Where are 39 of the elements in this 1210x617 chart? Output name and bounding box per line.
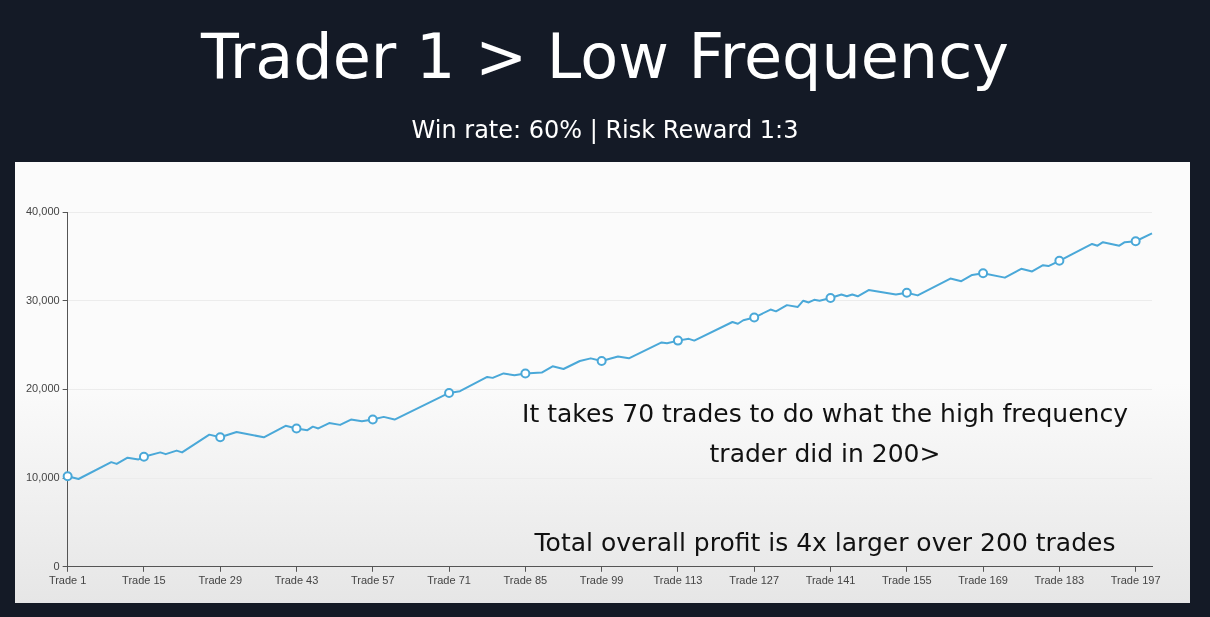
x-tick-label: Trade 43	[274, 574, 319, 587]
point	[215, 432, 226, 443]
x-tick-label: Trade 127	[729, 574, 780, 587]
point	[596, 356, 607, 367]
y-tick-label: 10,000	[25, 471, 60, 484]
point	[749, 312, 760, 323]
point	[367, 414, 378, 425]
x-tick-label: Trade 15	[122, 574, 166, 587]
point	[291, 423, 302, 434]
chart-subtitle: Win rate: 60% | Risk Reward 1:3	[410, 116, 800, 144]
x-tick-label: Trade 57	[350, 574, 395, 587]
point	[138, 451, 149, 462]
x-tick-label: Trade 197	[1110, 574, 1161, 587]
point	[1054, 255, 1065, 266]
point	[444, 387, 455, 398]
point	[520, 368, 531, 379]
point	[672, 335, 683, 346]
x-tick-label: Trade 1	[48, 574, 87, 587]
x-tick-label: Trade 169	[958, 574, 1008, 587]
x-tick-label: Trade 71	[427, 574, 471, 587]
y-tick-label: 40,000	[25, 205, 60, 218]
annotation: It takes 70 trades to do what the high frequency trader did in 200>	[522, 398, 1129, 468]
x-tick-label: Trade 183	[1034, 574, 1085, 587]
x-tick-label: Trade 113	[653, 574, 703, 587]
point	[978, 268, 989, 279]
x-tick-label: Trade 155	[881, 574, 932, 587]
y-tick-label: 30,000	[25, 293, 60, 306]
chart-title: Trader 1 > Low Frequency	[199, 20, 1010, 93]
point	[1130, 236, 1141, 247]
y-tick-label: 20,000	[25, 382, 60, 395]
y-tick-label: 0	[53, 559, 60, 572]
point	[901, 287, 912, 298]
point	[825, 293, 836, 304]
x-tick-label: Trade 99	[579, 574, 624, 587]
x-tick-label: Trade 29	[198, 574, 243, 587]
point	[62, 471, 73, 482]
x-tick-label: Trade 141	[805, 574, 856, 587]
x-tick-label: Trade 85	[503, 574, 548, 587]
annotation: Total overall profit is 4x larger over 200 trades	[533, 528, 1116, 558]
